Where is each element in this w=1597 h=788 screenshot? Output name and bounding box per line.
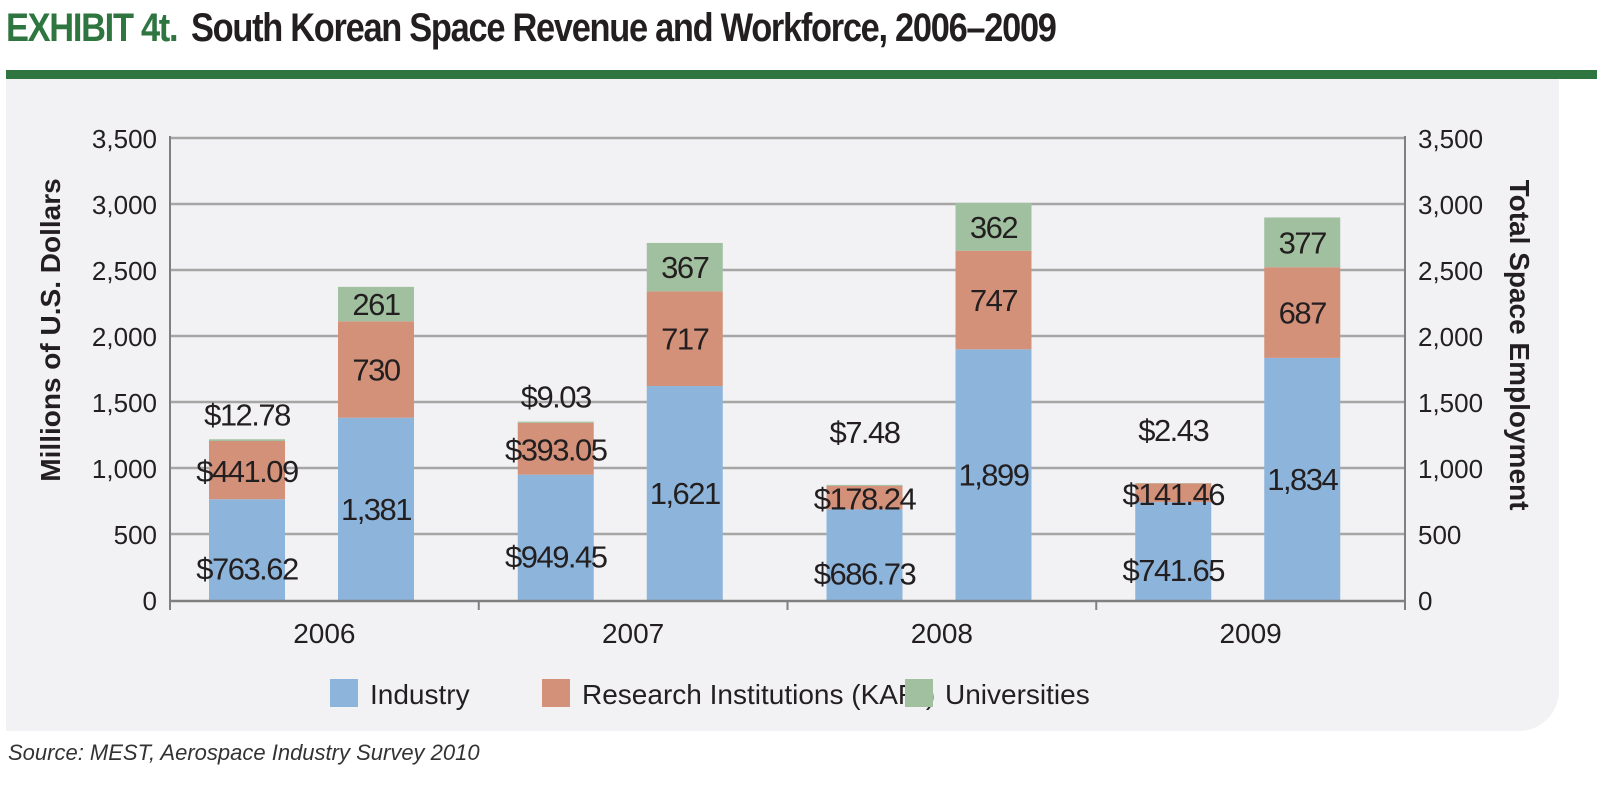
data-label: 1,621 (650, 476, 720, 511)
data-label: $178.24 (814, 482, 917, 517)
bar-revenue-universities (209, 439, 285, 441)
data-label: $2.43 (1138, 413, 1208, 448)
y2-tick-label: 3,500 (1418, 124, 1483, 154)
bar-revenue-research (826, 485, 903, 510)
chart-title: EXHIBIT 4t. South Korean Space Revenue an… (6, 6, 1057, 51)
y-tick-label: 0 (143, 586, 157, 616)
data-label: 687 (1279, 296, 1326, 331)
data-label: 717 (661, 322, 708, 357)
x-tick-label: 2007 (602, 618, 664, 649)
exhibit-label: EXHIBIT 4t. (6, 6, 179, 50)
data-label: $9.03 (521, 380, 591, 415)
bar-employment-universities (646, 242, 723, 292)
data-label: $763.62 (196, 552, 298, 587)
y2-tick-label: 1,000 (1418, 454, 1483, 484)
x-tick-label: 2009 (1219, 618, 1281, 649)
data-label: 1,381 (341, 492, 411, 527)
y-tick-label: 1,500 (92, 388, 157, 418)
data-label: $686.73 (814, 557, 916, 592)
y2-axis-title: Total Space Employment (1504, 180, 1535, 511)
bar-employment-research (955, 250, 1032, 350)
data-label: 367 (661, 250, 708, 285)
bar-revenue-universities (826, 484, 903, 486)
data-label: 362 (970, 210, 1017, 245)
source-note: Source: MEST, Aerospace Industry Survey … (8, 740, 480, 765)
y-tick-label: 2,500 (92, 256, 157, 286)
legend-swatch (542, 679, 570, 707)
x-tick-label: 2008 (911, 618, 973, 649)
legend-label: Industry (370, 679, 470, 710)
y2-tick-label: 500 (1418, 520, 1461, 550)
data-label: $141.46 (1122, 477, 1224, 512)
data-label: $12.78 (204, 397, 290, 432)
data-label: $7.48 (829, 415, 899, 450)
y-axis-title: Millions of U.S. Dollars (35, 178, 66, 481)
title-text: South Korean Space Revenue and Workforce… (190, 6, 1057, 50)
y-tick-label: 500 (114, 520, 157, 550)
data-label: $393.05 (505, 433, 607, 468)
bar-revenue-industry (1135, 502, 1212, 600)
bar-employment-universities (955, 202, 1032, 251)
y-tick-label: 3,500 (92, 124, 157, 154)
bar-employment-universities (338, 286, 414, 322)
bar-revenue-research (517, 422, 594, 475)
bar-employment-industry (646, 386, 723, 600)
legend-swatch (330, 679, 358, 707)
bar-revenue-research (209, 440, 285, 500)
y-tick-label: 1,000 (92, 454, 157, 484)
y2-tick-label: 2,000 (1418, 322, 1483, 352)
legend-label: Research Institutions (KARI) (582, 679, 935, 710)
data-label: $741.65 (1122, 553, 1224, 588)
data-label: 747 (970, 283, 1017, 318)
y2-tick-label: 2,500 (1418, 256, 1483, 286)
bar-revenue-industry (517, 474, 594, 600)
bar-revenue-universities (517, 421, 594, 423)
bar-employment-research (646, 291, 723, 387)
data-label: 1,899 (958, 458, 1028, 493)
bar-employment-industry (955, 349, 1032, 600)
title-rule (6, 70, 1597, 79)
y2-tick-label: 1,500 (1418, 388, 1483, 418)
data-label: $949.45 (505, 539, 607, 574)
bar-employment-industry (1264, 357, 1341, 600)
bar-revenue-industry (209, 499, 285, 600)
legend-label: Universities (945, 679, 1090, 710)
data-label: 377 (1279, 225, 1326, 260)
y2-tick-label: 3,000 (1418, 190, 1483, 220)
data-label: 261 (352, 287, 399, 322)
bar-employment-research (338, 321, 414, 418)
bar-employment-universities (1264, 217, 1341, 268)
data-label: 1,834 (1267, 462, 1338, 497)
y-tick-label: 3,000 (92, 190, 157, 220)
y-tick-label: 2,000 (92, 322, 157, 352)
bar-employment-industry (338, 417, 414, 600)
bar-revenue-industry (826, 509, 903, 600)
x-tick-label: 2006 (293, 618, 355, 649)
data-label: 730 (352, 353, 400, 388)
y2-tick-label: 0 (1418, 586, 1432, 616)
legend-swatch (905, 679, 933, 707)
bar-revenue-research (1135, 483, 1212, 503)
data-label: $441.09 (196, 454, 298, 489)
bar-employment-research (1264, 267, 1341, 358)
